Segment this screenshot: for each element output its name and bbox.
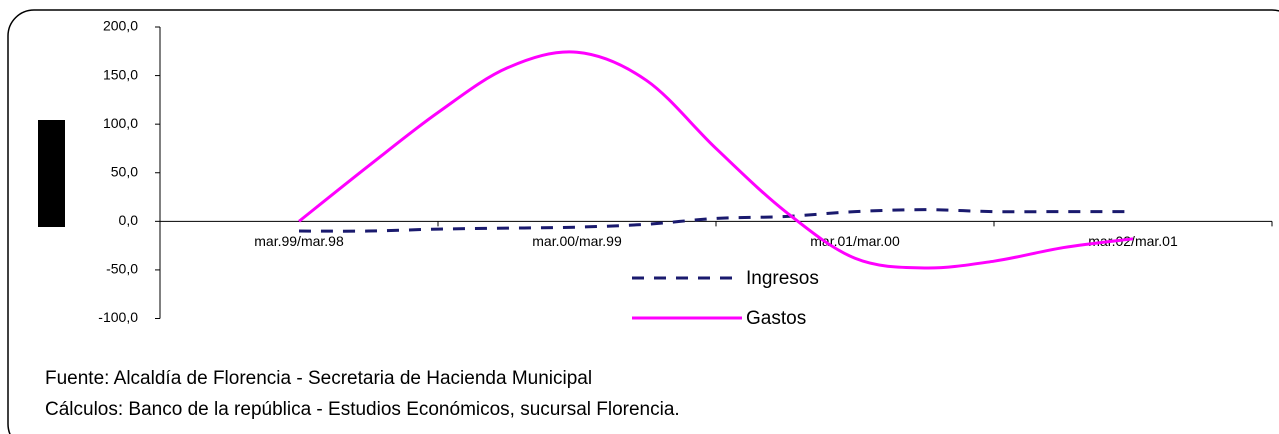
x-tick-label: mar.00/mar.99: [532, 233, 622, 249]
y-tick-label: 200,0: [103, 18, 138, 34]
y-tick-label: 100,0: [103, 115, 138, 131]
chart-border: [7, 9, 1279, 434]
calc-note: Cálculos: Banco de la república - Estudi…: [45, 399, 680, 420]
y-tick-label: -50,0: [106, 261, 138, 277]
y-tick-label: 50,0: [111, 163, 138, 179]
series-line: [298, 50, 1134, 270]
x-tick-label: mar.99/mar.98: [254, 233, 344, 249]
y-tick-label: -100,0: [98, 309, 138, 325]
series-line: [298, 208, 1133, 233]
axis-title-block: [38, 120, 65, 227]
x-tick-label: mar.02/mar.01: [1088, 233, 1178, 249]
legend-label: Gastos: [746, 308, 806, 329]
y-tick-label: 0,0: [119, 212, 139, 228]
y-tick-label: 150,0: [103, 66, 138, 82]
legend-label: Ingresos: [746, 268, 819, 289]
source-note: Fuente: Alcaldía de Florencia - Secretar…: [45, 368, 592, 389]
